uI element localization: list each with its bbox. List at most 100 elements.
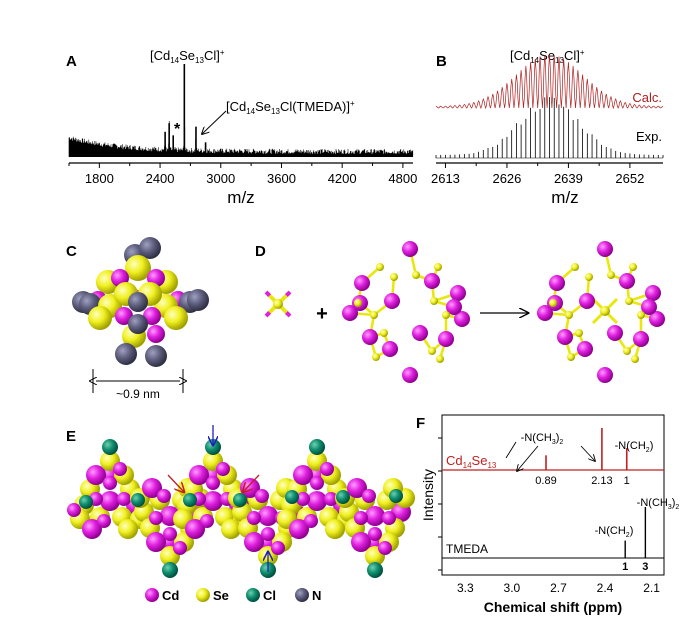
atom-cd	[307, 491, 327, 511]
x-tick-label: 3.3	[457, 581, 474, 595]
label-sub: 13	[487, 461, 496, 470]
spectrum-line	[68, 75, 414, 157]
atom-se	[196, 588, 210, 602]
atom-cd	[382, 341, 398, 357]
label-part: -N(CH	[595, 525, 626, 537]
peak-label-nch2-cluster: -N(CH2)	[615, 440, 654, 454]
panel-label-a: A	[66, 53, 77, 70]
bond-end	[284, 310, 292, 318]
element-legend: Cd Se Cl N	[145, 588, 321, 603]
x-axis-label-b: m/z	[551, 188, 578, 207]
atom-se	[88, 306, 112, 330]
atom-cd	[446, 299, 462, 315]
scale-bar-label: ~0.9 nm	[116, 387, 160, 401]
atom-n	[139, 237, 161, 259]
label-part: [Cd	[150, 48, 170, 63]
atom-cd	[310, 476, 324, 490]
atom-cd	[597, 367, 613, 383]
label-part: -N(CH	[637, 497, 668, 509]
atom-cd	[185, 519, 205, 539]
atom-se	[629, 263, 637, 271]
label-sup: +	[580, 48, 585, 57]
atom-cl	[285, 490, 299, 504]
x-tick-label: 2.7	[550, 581, 567, 595]
atom-cl	[309, 439, 325, 455]
atom-cd	[351, 532, 371, 552]
atom-cl	[102, 439, 118, 455]
panel-c: C ~0.9 nm	[66, 237, 209, 401]
peak-label-nch3-cluster: -N(CH3)2	[521, 432, 564, 446]
atom-se	[370, 311, 378, 319]
label-sub: 14	[463, 461, 472, 470]
x-ticks-f: 3.3 3.0 2.7 2.4 2.1	[457, 581, 660, 595]
atom-se	[436, 355, 444, 363]
x-tick-label: 2613	[431, 171, 460, 186]
atom-cl	[131, 493, 145, 507]
atom-cd	[247, 511, 261, 525]
peak-label-tmeda: [Cd14Se13Cl(TMEDA)]+	[226, 99, 355, 116]
label-sub: 13	[555, 56, 564, 65]
label-sub: 14	[246, 107, 255, 116]
label-sub: 13	[271, 107, 280, 116]
atom-cd	[67, 503, 81, 517]
panel-label-b: B	[436, 53, 447, 70]
atom-se	[164, 306, 188, 330]
nmr-trace-cluster: 0.89 2.13 1	[442, 428, 664, 487]
atom-se	[372, 353, 380, 361]
atom-se	[637, 311, 645, 319]
integral-label: 1	[624, 475, 630, 487]
calc-isotope-trace	[435, 54, 664, 110]
atom-se	[585, 273, 593, 281]
atom-cd	[378, 541, 392, 555]
bond-end	[264, 290, 272, 298]
atom-cd	[362, 329, 378, 345]
atom-cd	[97, 514, 111, 528]
atom-cd	[354, 511, 368, 525]
x-axis-label-a: m/z	[227, 188, 254, 207]
x-tick-label: 2400	[146, 171, 175, 186]
ms-spectrum-trace	[68, 64, 414, 157]
series-label-tmeda: TMEDA	[446, 542, 488, 556]
atom-cd	[438, 331, 454, 347]
atom-cd	[557, 329, 573, 345]
label-part: )	[672, 497, 676, 509]
atom-se	[625, 297, 633, 305]
panel-d: D +	[255, 241, 665, 383]
atom-n	[128, 314, 148, 334]
atom-cd	[142, 478, 162, 498]
label-sub: 2	[559, 439, 563, 446]
legend-label-cd: Cd	[162, 588, 179, 603]
atom-se	[390, 273, 398, 281]
cluster-chain-model	[67, 439, 415, 578]
panel-label-e: E	[66, 428, 76, 445]
atom-cd	[113, 462, 127, 476]
label-part: )	[630, 525, 634, 537]
series-label-calc: Calc.	[632, 90, 662, 105]
label-sub: 13	[195, 56, 204, 65]
atom-se	[549, 299, 557, 307]
label-part: [Cd	[226, 99, 246, 114]
atom-cd	[189, 465, 209, 485]
series-label-exp: Exp.	[636, 129, 662, 144]
peak-label-nch2-tmeda: -N(CH2)	[595, 525, 634, 539]
integral-label: 3	[642, 561, 648, 573]
atom-cd	[645, 285, 661, 301]
atom-cd	[424, 273, 440, 289]
annotation-arrow	[202, 110, 227, 134]
bond-end	[264, 310, 272, 318]
arrow-nch3-right	[580, 445, 595, 461]
atom-cd	[633, 331, 649, 347]
atom-cd	[347, 478, 367, 498]
atom-se	[575, 329, 583, 337]
asterisk-label: *	[174, 121, 181, 138]
integral-label: 2.13	[591, 475, 612, 487]
atom-cd	[206, 476, 220, 490]
atom-cd	[320, 462, 334, 476]
atom-se	[565, 311, 573, 319]
atom-se	[567, 353, 575, 361]
x-tick-label: 2639	[554, 171, 583, 186]
atom-cd	[258, 506, 278, 526]
panel-label-f: F	[416, 415, 425, 432]
atom-cd	[607, 325, 623, 341]
